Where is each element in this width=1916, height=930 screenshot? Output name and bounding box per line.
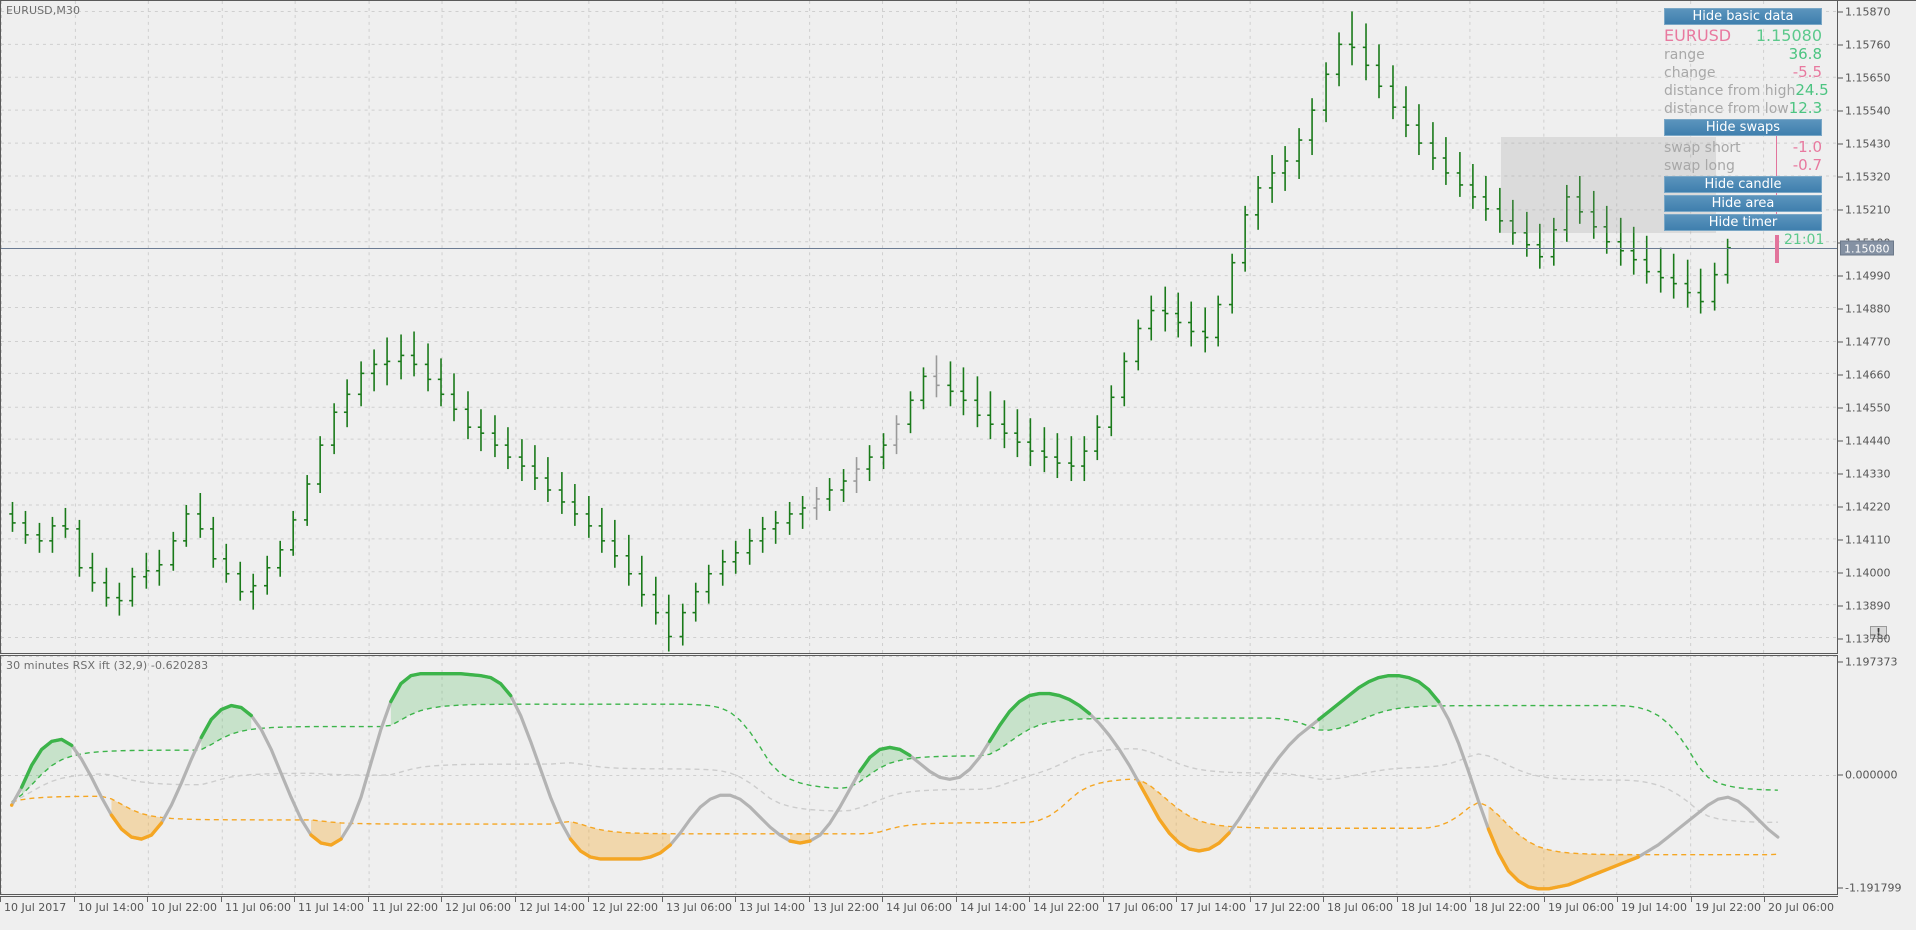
- time-scale-tick: 11 Jul 06:00: [221, 897, 291, 914]
- price-scale-tick: 1.14110: [1838, 533, 1891, 546]
- swap-short-value: -1.0: [1792, 138, 1822, 156]
- hide-area-button[interactable]: Hide area: [1664, 195, 1822, 212]
- distance-from-high-label: distance from high: [1664, 83, 1796, 99]
- price-scale-tick: 1.15650: [1838, 71, 1891, 84]
- price-scale-tick: 1.15320: [1838, 170, 1891, 183]
- range-value: 36.8: [1788, 45, 1822, 63]
- time-scale-tick: 19 Jul 22:00: [1691, 897, 1761, 914]
- info-row-swap-long: swap long -0.7: [1664, 156, 1822, 174]
- price-scale-tick: 1.14770: [1838, 335, 1891, 348]
- time-scale-tick: 18 Jul 22:00: [1470, 897, 1540, 914]
- price-scale-tick: 1.14990: [1838, 269, 1891, 282]
- price-scale-tick: 1.15540: [1838, 104, 1891, 117]
- price-scale-tick: 1.14880: [1838, 302, 1891, 315]
- distance-from-low-label: distance from low: [1664, 101, 1789, 117]
- price-scale-tick: 1.14550: [1838, 401, 1891, 414]
- timer-countdown-label: 21:01: [1784, 231, 1825, 248]
- indicator-scale-tick: 1.197373: [1838, 656, 1898, 669]
- time-scale-tick: 11 Jul 22:00: [368, 897, 438, 914]
- price-scale-tick: 1.15870: [1838, 5, 1891, 18]
- time-scale-tick: 19 Jul 06:00: [1544, 897, 1614, 914]
- price-scale-tick: 1.15430: [1838, 137, 1891, 150]
- alert-level-marker[interactable]: !: [1870, 625, 1887, 639]
- price-scale-tick: 1.14440: [1838, 434, 1891, 447]
- time-scale-tick: 18 Jul 06:00: [1323, 897, 1393, 914]
- price-chart-pane[interactable]: 21:01 EURUSD,M30: [0, 0, 1838, 654]
- price-scale-tick: 1.13780: [1838, 632, 1891, 645]
- time-scale-tick: 12 Jul 06:00: [441, 897, 511, 914]
- time-scale-tick: 17 Jul 22:00: [1250, 897, 1320, 914]
- distance-from-low-value: 12.3: [1788, 99, 1823, 117]
- time-scale-axis[interactable]: 10 Jul 2017 10 Jul 14:00 10 Jul 22:00 11 Ju…: [0, 896, 1838, 930]
- swap-long-label: swap long: [1664, 158, 1735, 174]
- time-scale-tick: 19 Jul 14:00: [1617, 897, 1687, 914]
- info-row-distance-from-high: distance from high 24.5: [1664, 81, 1829, 99]
- price-scale-tick: 1.15210: [1838, 203, 1891, 216]
- swap-short-label: swap short: [1664, 140, 1741, 156]
- current-price-tag: 1.15080: [1840, 240, 1894, 256]
- info-row-swap-short: swap short -1.0: [1664, 138, 1822, 156]
- price-scale-tick: 1.14660: [1838, 368, 1891, 381]
- range-label: range: [1664, 47, 1705, 63]
- price-scale-tick: 1.14000: [1838, 566, 1891, 579]
- info-panel: Hide basic data EURUSD 1.15080 range 36.…: [1664, 8, 1829, 233]
- indicator-canvas: [1, 656, 1837, 894]
- time-scale-tick: 20 Jul 06:00: [1764, 897, 1834, 914]
- price-scale-tick: 1.14330: [1838, 467, 1891, 480]
- indicator-scale-tick: -1.191799: [1838, 882, 1901, 895]
- indicator-scale-axis[interactable]: 1.197373 0.000000 -1.191799: [1838, 655, 1916, 895]
- time-scale-tick: 14 Jul 14:00: [956, 897, 1026, 914]
- price-scale-tick: 1.14220: [1838, 500, 1891, 513]
- indicator-pane[interactable]: 30 minutes RSX ift (32,9) -0.620283: [0, 655, 1838, 895]
- time-scale-tick: 12 Jul 22:00: [588, 897, 658, 914]
- hide-swaps-button[interactable]: Hide swaps: [1664, 119, 1822, 136]
- time-scale-tick: 10 Jul 2017: [0, 897, 66, 914]
- symbol-label: EURUSD: [1664, 26, 1732, 45]
- change-label: change: [1664, 65, 1716, 81]
- time-scale-tick: 13 Jul 06:00: [662, 897, 732, 914]
- current-price-level-line: [1, 248, 1837, 249]
- info-row-distance-from-low: distance from low 12.3: [1664, 99, 1822, 117]
- price-scale-tick: 1.15760: [1838, 38, 1891, 51]
- info-row-symbol: EURUSD 1.15080: [1664, 27, 1822, 45]
- time-scale-tick: 14 Jul 06:00: [882, 897, 952, 914]
- symbol-price-value: 1.15080: [1755, 26, 1822, 45]
- time-scale-tick: 10 Jul 22:00: [147, 897, 217, 914]
- change-value: -5.5: [1792, 63, 1822, 81]
- hide-candle-button[interactable]: Hide candle: [1664, 176, 1822, 193]
- time-scale-tick: 10 Jul 14:00: [74, 897, 144, 914]
- distance-from-high-value: 24.5: [1795, 81, 1829, 99]
- hide-basic-data-button[interactable]: Hide basic data: [1664, 8, 1822, 25]
- info-row-change: change -5.5: [1664, 63, 1822, 81]
- indicator-scale-tick: 0.000000: [1838, 769, 1898, 782]
- hide-timer-button[interactable]: Hide timer: [1664, 214, 1822, 231]
- time-scale-tick: 17 Jul 14:00: [1176, 897, 1246, 914]
- timer-marker-bar: [1775, 234, 1779, 263]
- time-scale-tick: 13 Jul 22:00: [809, 897, 879, 914]
- time-scale-tick: 18 Jul 14:00: [1397, 897, 1467, 914]
- price-scale-axis[interactable]: 1.15080 ! 1.15870 1.15760 1.15650 1.15540 1.…: [1838, 0, 1916, 654]
- time-scale-tick: 13 Jul 14:00: [735, 897, 805, 914]
- price-chart-canvas: [1, 1, 1837, 653]
- info-row-range: range 36.8: [1664, 45, 1822, 63]
- time-scale-tick: 12 Jul 14:00: [515, 897, 585, 914]
- time-scale-tick: 14 Jul 22:00: [1029, 897, 1099, 914]
- swap-long-value: -0.7: [1792, 156, 1822, 174]
- price-scale-tick: 1.13890: [1838, 599, 1891, 612]
- time-scale-tick: 11 Jul 14:00: [294, 897, 364, 914]
- time-scale-tick: 17 Jul 06:00: [1103, 897, 1173, 914]
